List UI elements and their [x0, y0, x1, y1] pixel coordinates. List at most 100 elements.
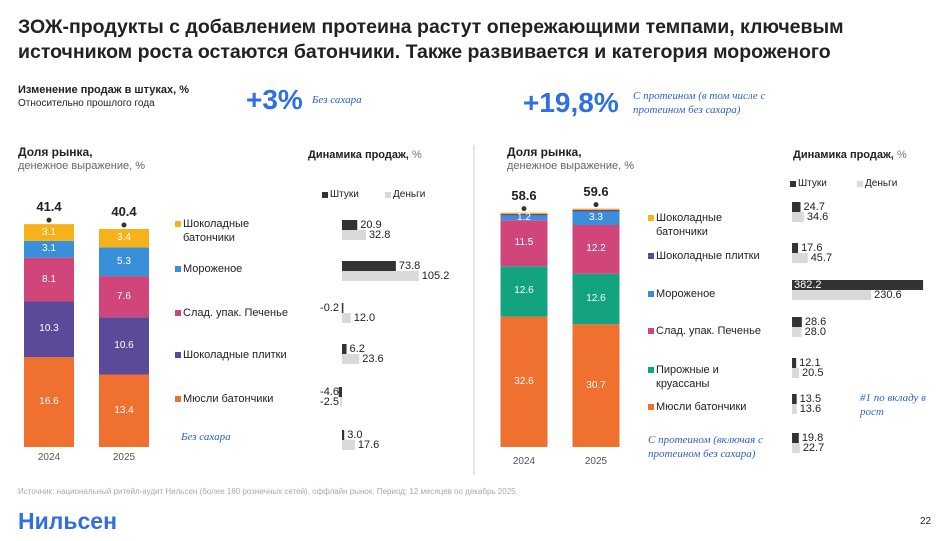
legend-label: Мюсли батончики	[183, 393, 274, 405]
value-label: 17.6	[357, 439, 380, 451]
legend-swatch	[857, 181, 863, 187]
bar	[792, 290, 872, 300]
bar	[342, 230, 366, 240]
segment-label: 10.6	[114, 339, 134, 351]
bar	[792, 433, 799, 443]
value-label: 73.8	[398, 260, 421, 272]
x-tick-label: 2024	[37, 452, 61, 463]
bar	[338, 387, 342, 397]
legend-swatch	[175, 266, 181, 272]
bar-segment	[99, 317, 149, 375]
value-label: 20.9	[360, 219, 382, 231]
bar	[792, 358, 797, 368]
bar	[792, 212, 804, 222]
bar-segment	[500, 266, 548, 317]
page-number: 22	[920, 516, 932, 527]
bar	[341, 303, 344, 313]
bar-segment	[572, 208, 620, 210]
value-label: 230.6	[874, 289, 902, 301]
legend-swatch	[648, 291, 654, 297]
segment-label: 3.3	[589, 212, 603, 224]
section-title: Динамика продаж,	[793, 149, 894, 161]
value-label: 3.0	[347, 429, 363, 441]
legend-swatch	[648, 404, 654, 410]
value-label: 13.5	[799, 393, 822, 405]
segment-label: 7.6	[117, 290, 131, 302]
segment-label: 10.3	[39, 323, 59, 335]
source: Источник: национальный ритейл-аудит Ниль…	[18, 487, 518, 496]
bar	[342, 271, 419, 281]
value-label: 24.7	[803, 201, 825, 213]
value-label: 22.7	[802, 442, 825, 454]
segment-label: 3.1	[42, 243, 56, 255]
bar-segment	[24, 257, 74, 302]
legend-swatch	[175, 310, 181, 316]
bar-segment	[24, 357, 74, 447]
total-label: 40.4	[111, 204, 137, 219]
bar	[342, 430, 345, 440]
segment-label: 12.2	[586, 243, 606, 255]
slide-title: ЗОЖ-продукты с добавлением протеина раст…	[18, 16, 844, 63]
bar-segment	[99, 276, 149, 318]
value-label: 32.8	[368, 229, 391, 241]
value-label: 28.6	[804, 316, 827, 328]
legend-label: Мороженое	[656, 288, 716, 300]
kpi-note: Без сахара	[312, 94, 362, 106]
bar	[792, 443, 800, 453]
segment-label: 3.1	[42, 226, 56, 238]
legend-swatch	[175, 352, 181, 358]
category-label: С протеином (включая с протеином без сах…	[648, 434, 763, 460]
legend-swatch	[648, 367, 654, 373]
bar	[792, 253, 808, 263]
kpi-note: С протеином (в том числе с протеином без…	[633, 90, 766, 116]
legend-label: Пирожные и круассаны	[656, 364, 719, 390]
annotation: #1 по вкладу в рост	[860, 392, 926, 418]
bar-segment	[24, 240, 74, 258]
value-label: 12.1	[799, 357, 821, 369]
bar	[792, 404, 797, 414]
bar	[792, 280, 924, 290]
bar	[342, 313, 351, 323]
value-label: 28.0	[804, 326, 827, 338]
bar-segment	[500, 213, 548, 216]
value-label: -4.6	[320, 386, 339, 398]
legend-swatch	[648, 253, 654, 259]
bar-segment	[572, 273, 620, 325]
kpi-value: +19,8%	[523, 87, 619, 118]
total-label: 59.6	[583, 183, 609, 199]
bar	[342, 344, 347, 354]
bar-segment	[500, 316, 548, 447]
section-unit: %	[897, 149, 907, 161]
bar-segment	[500, 215, 548, 221]
section-title: Доля рынка,	[507, 145, 582, 159]
bar	[792, 243, 799, 253]
value-label: 382.2	[794, 279, 822, 291]
segment-label: 11.5	[514, 237, 534, 249]
segment-label: 1.2	[517, 211, 531, 223]
x-tick-label: 2025	[112, 452, 136, 463]
section-title: Доля рынка,	[18, 145, 93, 159]
value-label: 17.6	[801, 242, 823, 254]
bar	[342, 261, 396, 271]
total-marker	[521, 206, 527, 212]
legend-label: Шоколадные плитки	[183, 349, 287, 361]
value-label: -2.5	[320, 396, 339, 408]
legend-label: Деньги	[393, 189, 426, 200]
legend-label: Штуки	[330, 189, 359, 200]
value-label: 6.2	[349, 343, 365, 355]
section-title: Динамика продаж,	[308, 149, 409, 161]
x-tick-label: 2025	[584, 456, 608, 467]
total-label: 58.6	[511, 187, 537, 203]
legend-swatch	[648, 215, 654, 221]
bar-segment	[24, 224, 74, 241]
section-subtitle: денежное выражение, %	[507, 160, 635, 172]
bar-segment	[572, 225, 620, 274]
value-label: 34.6	[806, 211, 829, 223]
legend-swatch	[648, 328, 654, 334]
bar	[792, 202, 801, 212]
bar	[342, 220, 358, 230]
bar-segment	[99, 374, 149, 447]
segment-label: 3.4	[117, 232, 131, 244]
